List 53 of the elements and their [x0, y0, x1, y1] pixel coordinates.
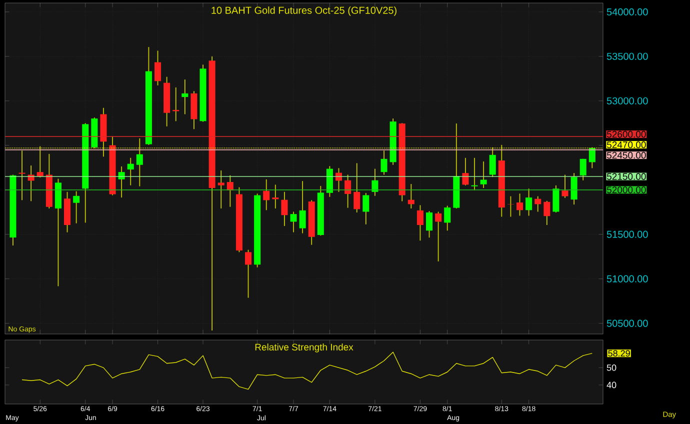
candlestick: [182, 79, 188, 115]
chart-title: Relative Strength Index: [255, 344, 354, 352]
candlestick: [462, 157, 469, 186]
ref-line-label: 52000.00: [606, 186, 646, 194]
candlestick: [435, 211, 442, 262]
y-tick-label: 50500.00: [606, 320, 648, 327]
ref-line-label: 52150.00: [606, 173, 646, 180]
y-tick-label: 51500.00: [606, 230, 648, 238]
candlestick: [372, 168, 378, 196]
y-tick-label: 54000.00: [606, 8, 648, 16]
candlestick: [570, 172, 578, 205]
candlestick: [408, 184, 414, 209]
candlestick: [354, 162, 360, 213]
candlestick: [426, 210, 433, 238]
candlestick: [127, 157, 134, 186]
candlestick: [507, 196, 514, 218]
candlestick: [263, 178, 270, 211]
candlestick: [136, 138, 143, 187]
candlestick: [290, 211, 297, 233]
y-tick-label: 50: [606, 364, 616, 371]
ref-line-label: 52470.00: [606, 141, 646, 148]
candlestick: [471, 157, 478, 191]
candlestick: [36, 146, 44, 178]
candlestick: [380, 150, 388, 176]
candlestick: [526, 188, 532, 216]
candlestick: [226, 174, 234, 208]
candlestick: [544, 200, 550, 226]
candlestick: [552, 184, 560, 213]
candlestick: [580, 158, 586, 181]
y-tick-label: 53500.00: [606, 52, 648, 60]
y-tick-label: 51000.00: [606, 275, 648, 282]
candlestick: [344, 174, 352, 208]
candlestick: [534, 196, 542, 212]
y-tick-label: 40: [606, 382, 616, 388]
candlestick: [516, 193, 524, 216]
candlestick: [218, 170, 224, 209]
candlestick: [444, 205, 451, 232]
candlestick: [245, 249, 252, 298]
candlestick: [73, 190, 80, 224]
candlestick: [562, 174, 568, 198]
y-tick-label: 53000.00: [606, 97, 648, 104]
candlestick: [281, 191, 288, 226]
chart-title: 10 BAHT Gold Futures Oct-25 (GF10V25): [212, 6, 396, 16]
candlestick: [588, 146, 596, 169]
data-label: 58.29: [608, 350, 630, 357]
candlestick: [416, 204, 424, 242]
candlestick: [489, 146, 496, 178]
ref-line-label: 52600.00: [606, 130, 646, 138]
candlestick: [480, 161, 487, 188]
candlestick: [362, 192, 370, 225]
candlestick: [154, 50, 162, 86]
ref-line-label: 52450.00: [606, 152, 646, 159]
candlestick: [299, 180, 306, 234]
